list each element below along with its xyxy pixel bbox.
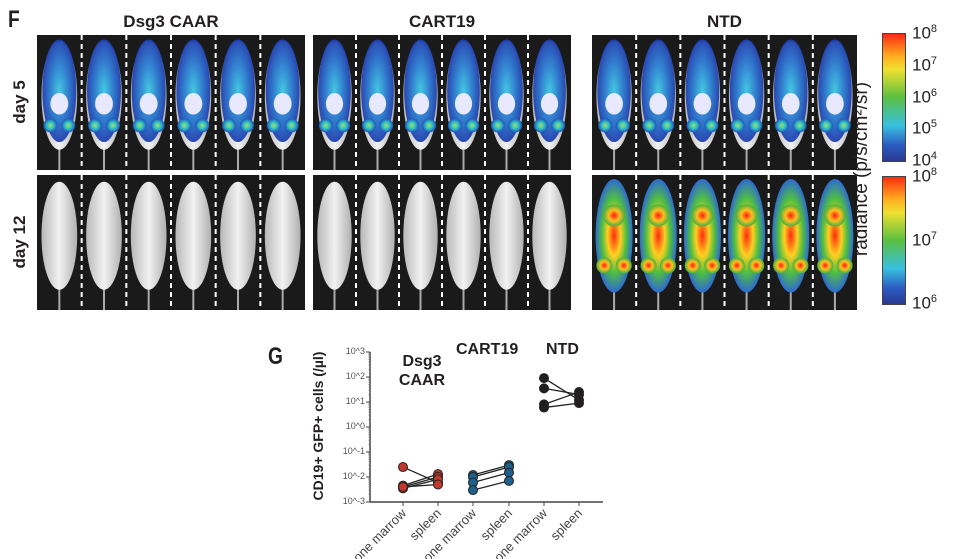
pair-line [402, 483, 439, 488]
mouse [816, 179, 854, 310]
mouse [41, 181, 78, 310]
mouse [175, 39, 212, 170]
mouse [403, 39, 438, 170]
point-spleen [574, 398, 584, 409]
mouse [403, 181, 438, 310]
colorbar-tick-label: 107 [912, 229, 938, 250]
image-panel [37, 35, 305, 170]
pair-line [543, 377, 580, 401]
mouse [446, 39, 481, 170]
mouse [489, 39, 524, 170]
y-tick-label: 10^-2 [342, 471, 365, 481]
mouse [684, 39, 721, 170]
y-tick-label: 10^-3 [342, 496, 365, 506]
mouse [639, 179, 677, 310]
group-title-cart19: CART19 [408, 12, 476, 31]
mouse [130, 181, 167, 310]
mouse [728, 39, 765, 170]
point-spleen [504, 475, 514, 486]
point-bone-marrow [468, 485, 478, 496]
mouse [86, 181, 122, 310]
point-bone-marrow [539, 402, 549, 413]
mouse [264, 39, 301, 170]
image-panel [592, 175, 857, 310]
mouse [86, 39, 122, 170]
point-bone-marrow [398, 462, 408, 473]
image-panel [592, 35, 857, 170]
mouse [683, 179, 721, 310]
pair-line [472, 464, 510, 476]
image-panel [37, 175, 305, 310]
image-panel [313, 175, 571, 310]
mouse [446, 181, 481, 310]
colorbar-tick-label: 104 [912, 150, 938, 170]
mouse [728, 179, 766, 310]
bioluminescence-images [37, 35, 857, 310]
point-spleen [574, 387, 584, 398]
pair-line [543, 391, 580, 406]
colorbar-tick-label: 106 [912, 86, 938, 107]
pair-line [402, 466, 439, 484]
group-label-cart19: CART19 [456, 341, 519, 358]
x-tick-label: spleen [547, 506, 585, 544]
mouse [596, 39, 632, 170]
mouse [175, 181, 212, 310]
data-pair [539, 398, 584, 413]
pair-line [472, 466, 510, 478]
data-pair [468, 475, 514, 496]
y-tick-label: 10^2 [345, 371, 365, 381]
point-bone-marrow [398, 481, 408, 492]
panel-f-label: F [8, 6, 20, 33]
mouse [772, 179, 810, 310]
pair-line [402, 476, 439, 488]
mouse [817, 39, 853, 170]
pair-line [472, 471, 510, 484]
y-tick-label: 10^3 [345, 346, 365, 356]
mouse [595, 179, 633, 310]
group-label-dsg3-caar: Dsg3 CAAR [398, 353, 446, 389]
point-spleen [504, 467, 514, 478]
y-tick-label: 10^0 [345, 421, 365, 431]
colorbar-day5 [882, 33, 906, 162]
mouse [640, 39, 676, 170]
y-tick-label: 10^-1 [342, 446, 365, 456]
mouse [489, 181, 524, 310]
mouse [317, 39, 352, 170]
colorbar-tick-label: 108 [912, 166, 938, 186]
group-title-ntd: NTD [707, 12, 742, 31]
mouse [360, 39, 395, 170]
colorbar-day12 [882, 176, 906, 305]
mouse [41, 39, 78, 170]
pair-line [472, 480, 510, 491]
mouse [360, 181, 395, 310]
mouse [317, 181, 352, 310]
colorbar-tick-label: 105 [912, 118, 938, 138]
x-tick-label: bone marrow [345, 505, 410, 559]
point-spleen [433, 479, 443, 490]
mouse [220, 181, 256, 310]
pair-line [543, 402, 580, 409]
data-pair [398, 479, 443, 492]
mouse [532, 39, 567, 170]
group-label-ntd: NTD [546, 341, 579, 358]
mouse [130, 39, 167, 170]
point-bone-marrow [539, 383, 549, 394]
y-axis-label: CD19+ GFP+ cells (/µl) [310, 351, 326, 501]
mouse [220, 39, 256, 170]
mouse [532, 181, 567, 310]
point-bone-marrow [539, 373, 549, 384]
pair-line [402, 473, 439, 487]
colorbar-tick-label: 107 [912, 54, 938, 75]
mouse [264, 181, 301, 310]
image-panel [313, 35, 571, 170]
colorbar-tick-label: 108 [912, 23, 938, 43]
colorbar-tick-label: 106 [912, 293, 938, 313]
y-tick-label: 10^1 [345, 396, 365, 406]
panel-g-label: G [268, 343, 283, 370]
mouse [773, 39, 809, 170]
group-title-dsg3-caar: Dsg3 CAAR [123, 12, 219, 31]
